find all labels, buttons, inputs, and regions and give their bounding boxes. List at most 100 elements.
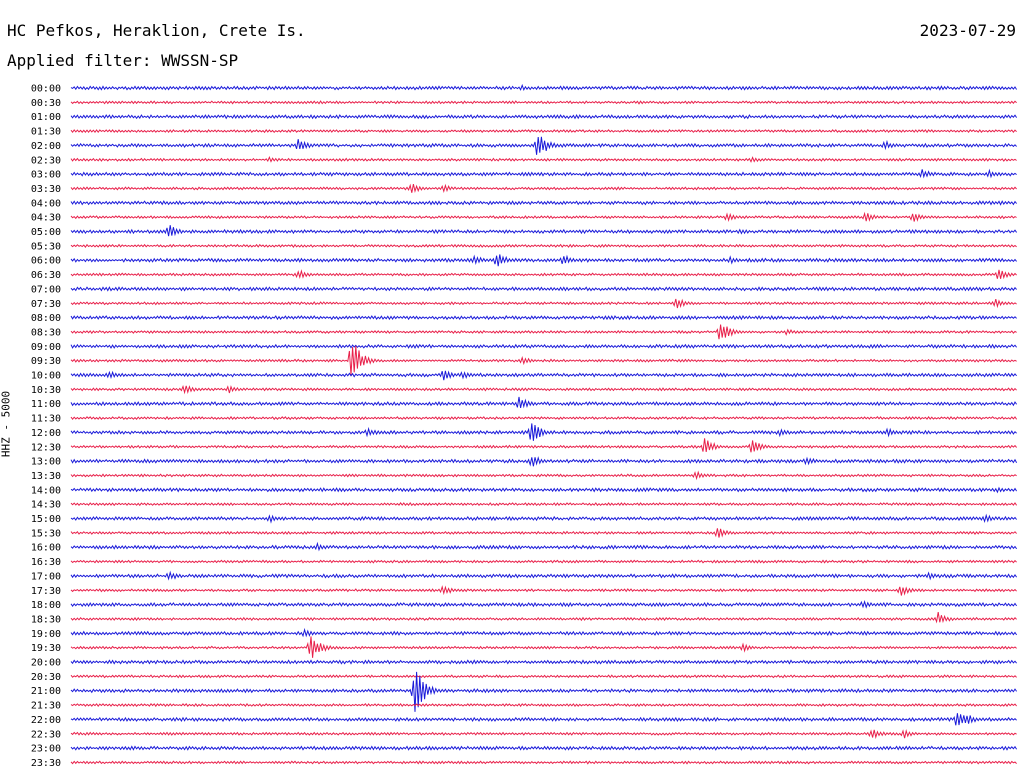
tick-label: 22:00 — [31, 715, 61, 726]
tick-label: 11:30 — [31, 414, 61, 425]
date-label: 2023-07-29 — [919, 21, 1016, 40]
tick-label: 09:30 — [31, 356, 61, 367]
trace-line — [70, 83, 1018, 92]
trace-line — [70, 599, 1018, 609]
trace-line — [70, 671, 1018, 712]
trace-line — [70, 343, 1017, 349]
trace-line — [70, 636, 1017, 658]
trace-line — [70, 136, 1017, 155]
trace-line — [70, 243, 1017, 248]
trace-line — [70, 113, 1018, 120]
trace-line — [70, 128, 1017, 134]
trace-line — [70, 211, 1017, 222]
trace-line — [70, 286, 1017, 292]
trace-line — [70, 713, 1017, 726]
trace-line — [70, 528, 1017, 538]
tick-label: 23:00 — [31, 744, 61, 755]
tick-label: 21:30 — [31, 701, 61, 712]
tick-label: 14:30 — [31, 500, 61, 511]
trace-line — [70, 370, 1017, 381]
tick-label: 04:00 — [31, 198, 61, 209]
tick-label: 08:30 — [31, 327, 61, 338]
tick-label: 21:00 — [31, 686, 61, 697]
tick-label: 12:30 — [31, 442, 61, 453]
trace-line — [70, 200, 1017, 206]
trace-line — [70, 456, 1018, 467]
tick-label: 03:00 — [31, 170, 61, 181]
trace-line — [70, 541, 1018, 552]
tick-label: 13:00 — [31, 457, 61, 468]
tick-label: 07:00 — [31, 284, 61, 295]
trace-line — [70, 659, 1017, 665]
tick-label: 15:00 — [31, 514, 61, 525]
tick-label: 19:00 — [31, 629, 61, 640]
tick-label: 18:30 — [31, 614, 61, 625]
trace-line — [70, 627, 1018, 638]
trace-line — [70, 760, 1017, 765]
tick-label: 01:30 — [31, 127, 61, 138]
tick-label: 07:30 — [31, 299, 61, 310]
tick-label: 06:30 — [31, 270, 61, 281]
trace-line — [70, 438, 1017, 453]
tick-label: 03:30 — [31, 184, 61, 195]
trace-line — [70, 385, 1017, 395]
station-title: HC Pefkos, Heraklion, Crete Is. — [7, 21, 306, 40]
tick-label: 20:00 — [31, 658, 61, 669]
tick-label: 11:00 — [31, 399, 61, 410]
tick-label: 05:00 — [31, 227, 61, 238]
tick-label: 22:30 — [31, 729, 61, 740]
tick-label: 02:30 — [31, 155, 61, 166]
tick-label: 10:30 — [31, 385, 61, 396]
trace-line — [70, 254, 1017, 267]
tick-label: 02:00 — [31, 141, 61, 152]
trace-line — [70, 183, 1017, 194]
tick-label: 16:00 — [31, 543, 61, 554]
trace-line — [70, 100, 1017, 105]
tick-label: 05:30 — [31, 241, 61, 252]
tick-label: 10:00 — [31, 371, 61, 382]
trace-line — [70, 559, 1017, 564]
tick-label: 15:30 — [31, 528, 61, 539]
trace-line — [70, 345, 1017, 376]
tick-label: 12:00 — [31, 428, 61, 439]
tick-label: 01:00 — [31, 112, 61, 123]
trace-line — [70, 702, 1017, 708]
trace-line — [70, 155, 1017, 163]
trace-line — [70, 745, 1018, 751]
tick-label: 20:30 — [31, 672, 61, 683]
trace-line — [70, 728, 1017, 740]
trace-line — [70, 324, 1017, 340]
tick-label: 19:30 — [31, 643, 61, 654]
tick-label: 00:00 — [31, 84, 61, 95]
tick-label: 09:00 — [31, 342, 61, 353]
trace-line — [70, 168, 1017, 179]
trace-line — [70, 570, 1018, 581]
tick-label: 18:00 — [31, 600, 61, 611]
trace-line — [70, 513, 1017, 524]
trace-line — [70, 502, 1018, 507]
trace-line — [70, 298, 1017, 309]
tick-label: 14:00 — [31, 485, 61, 496]
trace-line — [70, 415, 1018, 421]
tick-label: 17:30 — [31, 586, 61, 597]
tick-label: 17:00 — [31, 571, 61, 582]
tick-label: 16:30 — [31, 557, 61, 568]
trace-line — [70, 585, 1017, 596]
tick-label: 04:30 — [31, 213, 61, 224]
trace-line — [70, 269, 1017, 280]
tick-label: 08:00 — [31, 313, 61, 324]
trace-line — [70, 674, 1017, 679]
trace-line — [70, 470, 1017, 481]
trace-line — [70, 225, 1018, 237]
trace-line — [70, 612, 1017, 624]
tick-label: 23:30 — [31, 758, 61, 769]
trace-line — [70, 486, 1018, 494]
tick-label: 06:00 — [31, 256, 61, 267]
tick-label: 00:30 — [31, 98, 61, 109]
trace-line — [70, 423, 1017, 441]
trace-line — [70, 396, 1018, 409]
tick-label: 13:30 — [31, 471, 61, 482]
filter-label: Applied filter: WWSSN-SP — [7, 51, 239, 70]
trace-line — [70, 314, 1017, 321]
